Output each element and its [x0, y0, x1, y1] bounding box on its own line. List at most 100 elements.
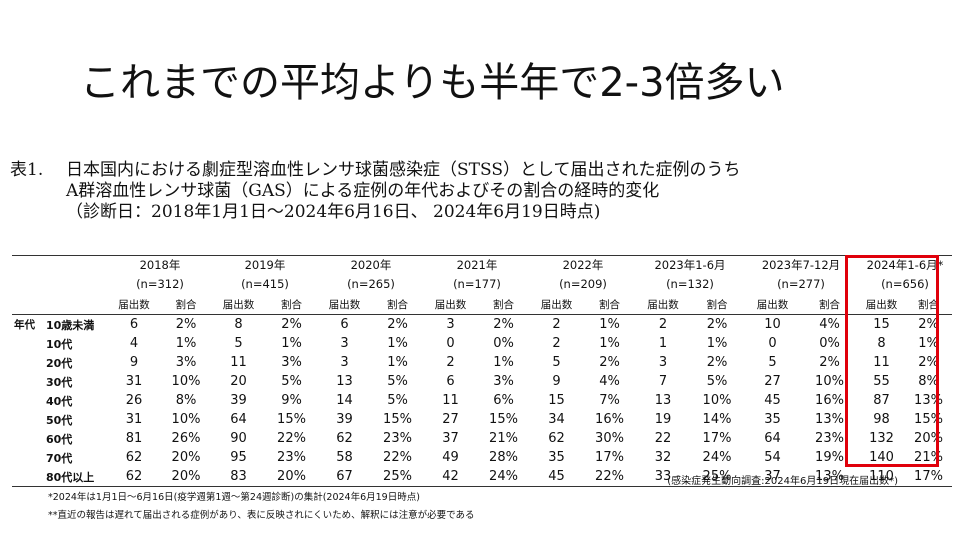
count-cell: 87 [873, 393, 890, 408]
caption-label: 表1. [10, 160, 44, 180]
count-cell: 64 [230, 412, 247, 427]
ratio-cell: 23% [383, 431, 412, 446]
ratio-cell: 22% [583, 467, 636, 487]
table-row: 年代 10歳未満 6 2% 8 2% 6 2% 3 2% 2 1% 2 2% 10 4% 15 2% [12, 315, 952, 335]
column-label-ratio: 割合 [265, 294, 318, 315]
slide-title: これまでの平均よりも半年で2-3倍多い [80, 60, 785, 106]
ratio-cell: 16% [815, 393, 844, 408]
row-header-blank [12, 410, 46, 429]
count-cell: 6 [446, 374, 455, 389]
period-n: (n=312) [136, 277, 184, 291]
ratio-cell: 15% [914, 412, 943, 427]
ratio-cell: 10% [171, 412, 201, 427]
ratio-cell: 21% [489, 431, 518, 446]
column-label-ratio: 割合 [690, 294, 744, 315]
column-label-count: 届出数 [318, 294, 371, 315]
ratio-cell: 17% [595, 450, 624, 465]
ratio-cell: 23% [815, 431, 844, 446]
ratio-cell: 10% [702, 393, 732, 408]
age-group-label: 30代 [46, 375, 73, 389]
ratio-cell: 1% [175, 336, 197, 351]
footnote-1: *2024年は1月1日〜6月16日(疫学週第1週〜第24週診断)の集計(2024… [48, 492, 420, 503]
column-label-ratio: 割合 [905, 294, 952, 315]
ratio-cell: 1% [599, 336, 620, 351]
ratio-cell: 22% [383, 450, 412, 465]
ratio-cell: 8% [918, 374, 939, 389]
ratio-cell: 30% [595, 431, 624, 446]
ratio-cell: 24% [702, 450, 732, 465]
count-cell: 62 [336, 431, 353, 446]
period-header: 2020年 [318, 255, 424, 274]
ratio-cell: 2% [493, 317, 514, 332]
ratio-cell: 3% [281, 355, 302, 370]
ratio-cell: 1% [281, 336, 302, 351]
ratio-cell: 2% [706, 355, 728, 370]
count-cell: 33 [636, 467, 690, 487]
count-cell: 90 [230, 431, 247, 446]
ratio-cell: 25% [690, 467, 744, 487]
ratio-cell: 9% [281, 393, 302, 408]
ratio-cell: 2% [281, 317, 302, 332]
table-row: 40代 26 8% 39 9% 14 5% 11 6% 15 7% 13 10% 45 16% 87 13% [12, 391, 952, 410]
ratio-cell: 3% [175, 355, 197, 370]
count-cell: 15 [873, 317, 890, 332]
count-cell: 83 [212, 467, 265, 487]
ratio-cell: 2% [918, 355, 939, 370]
ratio-cell: 20% [160, 467, 212, 487]
ratio-cell: 0% [493, 336, 514, 351]
count-cell: 5 [552, 355, 561, 370]
period-header: 2018年 [108, 255, 212, 274]
count-cell: 37 [744, 467, 801, 487]
ratio-cell: 14% [702, 412, 732, 427]
row-header-blank [12, 334, 46, 353]
ratio-cell: 1% [387, 336, 408, 351]
count-cell: 140 [869, 450, 894, 465]
ratio-cell: 0% [819, 336, 840, 351]
row-header-blank [12, 372, 46, 391]
count-cell: 27 [764, 374, 781, 389]
period-header: 2019年 [212, 255, 318, 274]
column-label-count: 届出数 [212, 294, 265, 315]
ratio-cell: 23% [277, 450, 306, 465]
ratio-cell: 2% [599, 355, 620, 370]
ratio-cell: 19% [815, 450, 844, 465]
count-cell: 14 [336, 393, 353, 408]
footnote-2: **直近の報告は遅れて届出される症例があり、表に反映されにくいため、解釈には注意… [48, 510, 475, 521]
count-cell: 9 [129, 355, 139, 370]
count-cell: 3 [340, 355, 349, 370]
period-n: (n=132) [666, 277, 714, 291]
ratio-cell: 5% [387, 374, 408, 389]
count-cell: 132 [869, 431, 894, 446]
count-cell: 2 [658, 317, 668, 332]
table-caption: 表1. 日本国内における劇症型溶血性レンサ球菌感染症（STSS）として届出された症… [10, 160, 740, 223]
count-cell: 95 [230, 450, 247, 465]
period-header: 2021年 [424, 255, 530, 274]
count-cell: 3 [658, 355, 668, 370]
count-cell: 2 [552, 317, 561, 332]
period-header: 2023年7-12月 [744, 255, 858, 274]
ratio-cell: 7% [599, 393, 620, 408]
ratio-cell: 6% [493, 393, 514, 408]
column-label-ratio: 割合 [160, 294, 212, 315]
count-cell: 8 [234, 317, 243, 332]
count-cell: 58 [336, 450, 353, 465]
source-note: (感染症発生動向調査:2024年6月19日現在届出数*) [667, 476, 898, 487]
ratio-cell: 2% [819, 355, 840, 370]
ratio-cell: 2% [918, 317, 939, 332]
count-cell: 45 [764, 393, 781, 408]
column-label-count: 届出数 [424, 294, 477, 315]
ratio-cell: 15% [277, 412, 306, 427]
ratio-cell: 5% [281, 374, 302, 389]
ratio-cell: 8% [175, 393, 197, 408]
count-cell: 35 [548, 450, 565, 465]
ratio-cell: 2% [706, 317, 728, 332]
count-cell: 26 [125, 393, 143, 408]
ratio-cell: 26% [171, 431, 201, 446]
header-row-n: (n=312) (n=415) (n=265) (n=177) (n=209) (n=13… [12, 274, 952, 294]
header-row-columns: 届出数 割合 届出数 割合 届出数 割合 届出数 割合 届出数 割合 届出数 割合 届出数 割合 届出数 割合 [12, 294, 952, 315]
count-cell: 54 [764, 450, 781, 465]
ratio-cell: 25% [371, 467, 424, 487]
count-cell: 11 [442, 393, 459, 408]
table-row: 10代 4 1% 5 1% 3 1% 0 0% 2 1% 1 1% 0 0% 8 1% [12, 334, 952, 353]
row-header-blank [12, 353, 46, 372]
